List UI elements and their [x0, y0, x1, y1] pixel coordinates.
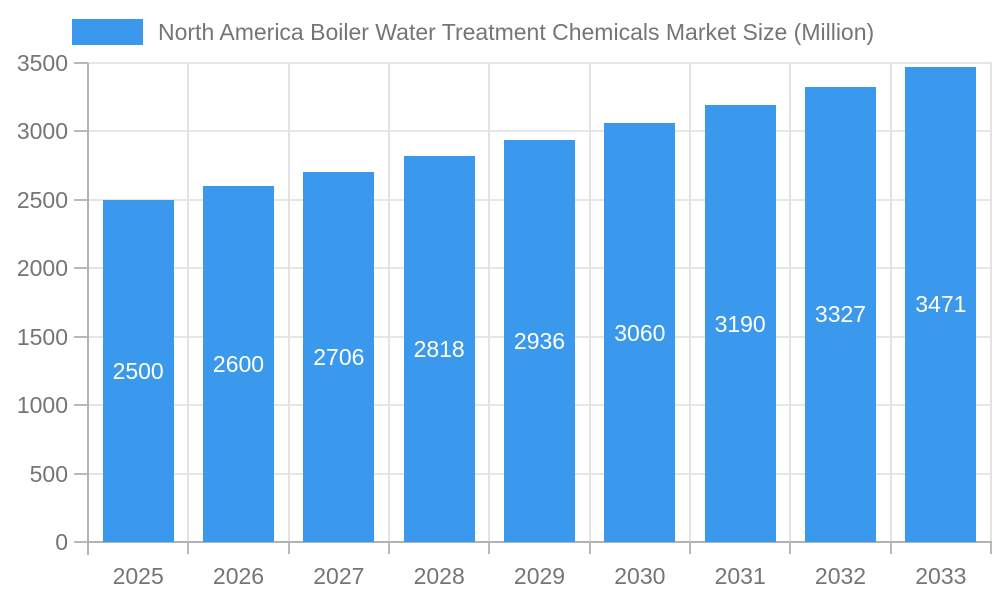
bar-2029 [504, 140, 575, 542]
bar-value-label: 3471 [915, 291, 967, 318]
x-axis-tick-label: 2030 [614, 563, 666, 589]
x-axis-tick-label: 2026 [212, 563, 265, 589]
x-axis-tick [689, 542, 691, 554]
x-axis-tick-label: 2033 [915, 563, 967, 589]
bar-2026 [203, 186, 274, 542]
y-axis-tick-label: 500 [29, 460, 68, 487]
x-axis-tick [588, 542, 591, 554]
gridline-vertical [287, 63, 290, 542]
y-axis-tick-label: 3500 [16, 50, 68, 76]
y-axis-tick [74, 404, 88, 407]
bar-value-label: 3190 [714, 310, 766, 337]
bar-value-label: 2600 [212, 351, 265, 378]
x-axis-tick-label: 2029 [513, 563, 566, 589]
gridline-vertical [488, 63, 491, 542]
bar-value-label: 2500 [112, 357, 164, 384]
x-axis-tick [187, 542, 190, 554]
bar-value-label: 3327 [814, 301, 867, 328]
bar-value-label: 3060 [614, 319, 666, 346]
bar-value-label: 2818 [413, 336, 465, 363]
x-axis-tick-label: 2032 [814, 563, 867, 589]
x-axis-tick-label: 2027 [313, 563, 365, 589]
y-axis-tick-label: 1500 [16, 323, 68, 350]
y-axis-tick-label: 2500 [16, 186, 68, 213]
gridline-vertical [990, 63, 992, 542]
bar-2030 [604, 123, 676, 542]
x-axis-tick [388, 542, 390, 554]
bar-2025 [102, 199, 174, 542]
chart-legend: North America Boiler Water Treatment Che… [72, 19, 874, 45]
y-axis-tick-label: 0 [55, 529, 68, 555]
x-axis-tick [287, 542, 290, 554]
gridline-vertical [789, 63, 792, 542]
legend-swatch [72, 19, 143, 45]
gridline-vertical [889, 63, 892, 542]
x-axis-tick-label: 2031 [714, 563, 766, 589]
y-axis-tick-label: 1000 [16, 392, 68, 419]
x-axis-tick [990, 542, 992, 554]
gridline-vertical [187, 63, 190, 542]
gridline-vertical [689, 63, 691, 542]
gridline-vertical [388, 63, 390, 542]
bar-value-label: 2706 [313, 343, 365, 370]
x-axis-tick [889, 542, 892, 554]
y-axis-line [87, 63, 89, 555]
x-axis-tick-label: 2028 [413, 563, 465, 589]
y-axis-tick [74, 472, 88, 475]
y-axis-tick [74, 130, 88, 133]
y-axis-tick-label: 3000 [16, 118, 68, 145]
bar-value-label: 2936 [513, 328, 566, 355]
bar-2033 [905, 66, 977, 542]
gridline-horizontal [88, 130, 991, 133]
y-axis-tick-label: 2000 [16, 255, 68, 282]
y-axis-tick [74, 62, 88, 64]
y-axis-tick [74, 541, 88, 543]
x-axis-tick [488, 542, 491, 554]
x-axis-line [87, 541, 992, 543]
bar-2032 [805, 86, 876, 542]
x-axis-tick-label: 2025 [112, 563, 164, 589]
gridline-horizontal [88, 62, 991, 64]
bar-2028 [403, 156, 475, 542]
bar-2027 [303, 171, 375, 542]
chart-title: North America Boiler Water Treatment Che… [158, 18, 875, 45]
y-axis-tick [74, 267, 88, 270]
y-axis-tick [74, 198, 88, 201]
y-axis-tick [74, 335, 88, 338]
gridline-vertical [588, 63, 591, 542]
bar-2031 [704, 105, 776, 542]
x-axis-tick [789, 542, 792, 554]
